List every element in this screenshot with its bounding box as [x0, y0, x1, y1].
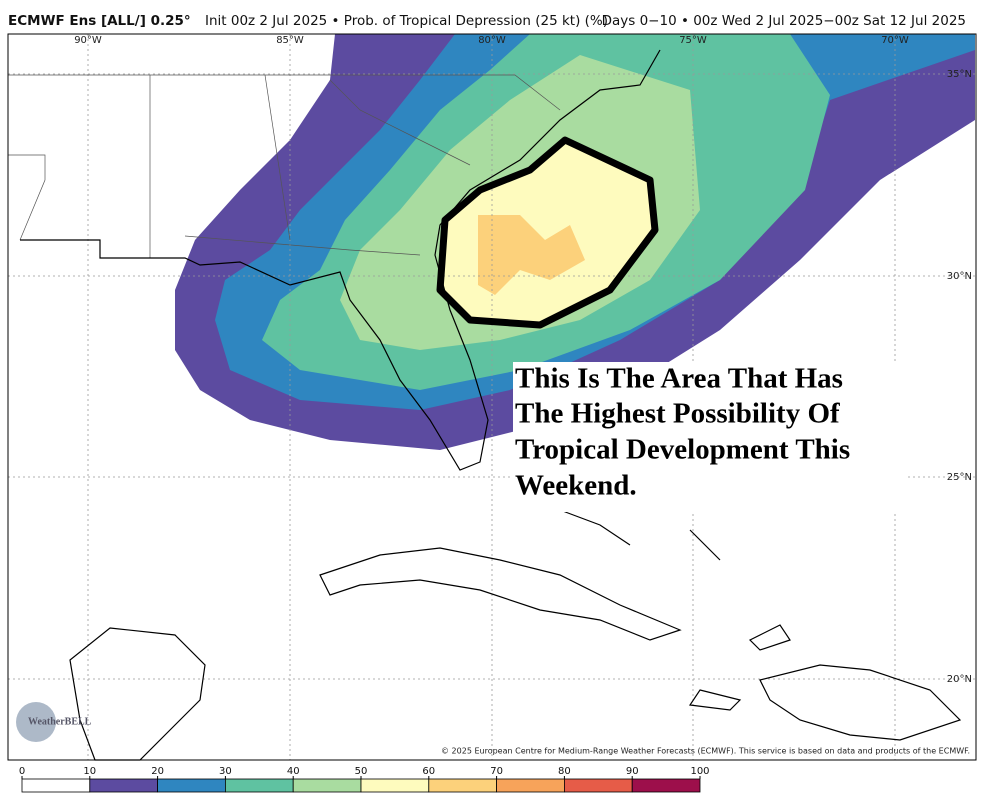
annotation-box [513, 362, 905, 512]
annotation-line: The Highest Possibility Of [515, 398, 840, 430]
colorbar-segment [89, 778, 159, 793]
lon-label: 70°W [881, 35, 909, 46]
annotation-line: Weekend. [515, 470, 637, 502]
lon-label: 90°W [74, 35, 102, 46]
colorbar-tick-label: 90 [626, 766, 639, 777]
colorbar-segment [428, 778, 497, 793]
logo-icon [16, 702, 56, 742]
highlight-outline [436, 136, 659, 329]
valid-time: Days 0−10 • 00z Wed 2 Jul 2025−00z Sat 1… [602, 13, 966, 29]
colorbar-segment [157, 778, 226, 793]
coastlines [8, 49, 962, 761]
lon-label: 85°W [276, 35, 304, 46]
colorbar-tick-label: 70 [490, 766, 503, 777]
colorbar-tick-label: 80 [558, 766, 571, 777]
credit: © 2025 European Centre for Medium-Range … [441, 747, 970, 756]
colorbar-segment [496, 778, 565, 793]
colorbar-tick-label: 20 [151, 766, 164, 777]
colorbar-tick-label: 50 [355, 766, 368, 777]
lat-label: 35°N [947, 69, 972, 80]
title: Init 00z 2 Jul 2025 • Prob. of Tropical … [205, 13, 608, 29]
logo: WeatherBELL [28, 716, 92, 727]
lat-label: 20°N [947, 674, 972, 685]
lat-label: 25°N [947, 472, 972, 483]
colorbar-tick-label: 30 [219, 766, 232, 777]
map: 90°W 85°W 80°W 75°W 70°W 35°N 30°N 25°N … [7, 33, 977, 761]
lat-label: 30°N [947, 271, 972, 282]
title-bold: ECMWF Ens [ALL/] 0.25° [8, 13, 191, 29]
colorbar-tick-label: 10 [83, 766, 96, 777]
colorbar-tick-label: 40 [287, 766, 300, 777]
annotation-line: Tropical Development This [515, 434, 850, 466]
colorbar-tick-label: 100 [690, 766, 709, 777]
colorbar-segment [631, 778, 701, 793]
map-frame [7, 33, 977, 761]
colorbar-segment [360, 778, 430, 793]
lon-label: 80°W [478, 35, 506, 46]
lon-label: 75°W [679, 35, 707, 46]
colorbar-segment [292, 778, 362, 793]
colorbar: 0 10 20 30 40 50 60 70 80 90 100 [19, 766, 710, 793]
colorbar-tick-label: 60 [422, 766, 435, 777]
colorbar-segment [21, 778, 91, 793]
colorbar-segment [224, 778, 294, 793]
annotation-line: This Is The Area That Has [515, 363, 843, 395]
colorbar-tick-label: 0 [19, 766, 25, 777]
prob-region [478, 215, 585, 295]
colorbar-segment [564, 778, 633, 793]
